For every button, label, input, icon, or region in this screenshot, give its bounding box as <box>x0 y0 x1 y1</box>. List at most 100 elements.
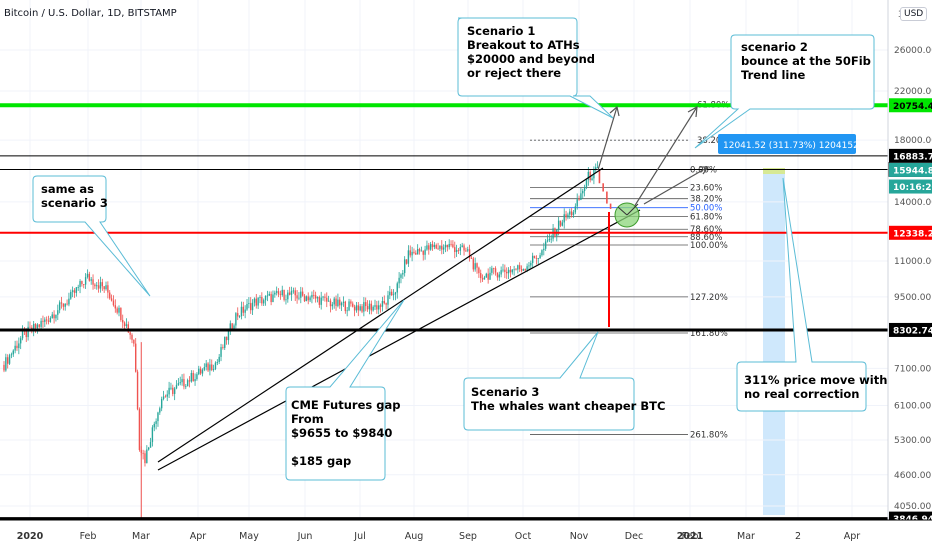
candle-body <box>396 283 398 293</box>
fib-label: 100.00% <box>690 241 728 251</box>
lower-trend-line <box>157 209 641 471</box>
candle-body <box>86 273 89 278</box>
candle-body <box>29 326 31 328</box>
candle-body <box>587 171 590 180</box>
price-label-bg <box>889 225 932 240</box>
candle-body <box>496 272 499 278</box>
candle-body <box>370 303 372 311</box>
candle-body <box>79 281 81 287</box>
candle-body <box>422 250 424 255</box>
candle-body <box>546 240 549 242</box>
candle-body <box>454 247 456 253</box>
callout-scenario3-left: same as scenario 3 <box>32 175 151 297</box>
candle-body <box>45 319 48 321</box>
candle-body <box>424 249 426 255</box>
candle-body <box>353 306 356 311</box>
candle-body <box>199 368 202 374</box>
callout-line: Breakout to ATHs <box>467 38 580 52</box>
candle-body <box>138 409 141 450</box>
projection-shade-top <box>763 168 785 174</box>
candle-body <box>463 245 465 251</box>
candle-body <box>5 357 7 371</box>
candle-body <box>431 244 434 248</box>
candle-body <box>340 302 343 306</box>
candle-body <box>253 298 256 303</box>
time-axis[interactable]: 2020 Feb Mar Apr May Jun Jul Aug Sep Oct Nov Dec 202… <box>17 531 861 542</box>
candle-body <box>60 302 63 304</box>
candle-body <box>90 279 92 281</box>
time-tick: 2020 <box>17 531 44 542</box>
candle-body <box>428 245 430 250</box>
candle-body <box>155 421 157 424</box>
candle-body <box>383 301 385 304</box>
candle-body <box>181 379 183 383</box>
candle-drop <box>598 170 601 184</box>
candle-body <box>270 293 272 303</box>
candle-body <box>49 317 52 322</box>
candle-body <box>398 277 400 284</box>
candle-body <box>361 306 363 312</box>
candle-body <box>242 306 244 313</box>
candle-body <box>153 423 155 428</box>
candle-body <box>211 364 213 370</box>
price-tick: 11000.00 <box>894 257 932 267</box>
candle-body <box>196 374 198 380</box>
candle-body <box>472 258 475 270</box>
candle-body <box>500 270 502 275</box>
candle-body <box>92 279 94 285</box>
candle-body <box>97 285 100 289</box>
candle-body <box>288 292 291 295</box>
candle-body <box>157 412 159 422</box>
candle-body <box>112 300 115 306</box>
candle-body <box>188 380 191 382</box>
candle-body <box>381 301 384 307</box>
callout-line: The whales want cheaper BTC <box>471 399 665 413</box>
candle-body <box>535 257 538 259</box>
candle-body <box>515 269 517 271</box>
candle-body <box>227 330 230 341</box>
candle-body <box>77 286 79 288</box>
candle-body <box>19 338 22 344</box>
candle-body <box>467 249 469 251</box>
candle-body <box>229 323 232 331</box>
callout-line: scenario 3 <box>41 196 108 210</box>
candle-body <box>352 303 354 307</box>
candle-body <box>268 293 270 296</box>
time-tick: Jul <box>353 531 365 542</box>
candle-body <box>448 243 450 248</box>
candle-body <box>487 273 489 280</box>
candle-body <box>166 394 168 397</box>
price-axis[interactable]: 3000026000.0022000.0018000.0014000.00110… <box>887 0 932 526</box>
candle-body <box>263 300 265 304</box>
candle-body <box>16 345 18 349</box>
candle-body <box>402 273 404 275</box>
callout-line: $9655 to $9840 <box>291 426 392 440</box>
currency-button[interactable]: USD <box>900 7 928 21</box>
candle-body <box>522 269 525 271</box>
fib-label: 38.20% <box>690 195 722 205</box>
candle-body <box>116 308 118 313</box>
candle-body <box>585 179 588 188</box>
time-tick: Sep <box>459 531 477 542</box>
candle-body <box>237 313 239 317</box>
candle-body <box>175 384 178 389</box>
candle-body <box>452 244 454 248</box>
candle-body <box>392 294 395 296</box>
candle-body <box>99 282 102 289</box>
candle-body <box>129 332 131 335</box>
candle-body <box>257 297 259 306</box>
candle-body <box>84 277 87 285</box>
candle-body <box>144 453 146 464</box>
price-label: 10:16:20 <box>893 183 932 193</box>
candle-body <box>7 357 9 364</box>
candle-body <box>147 447 150 450</box>
candle-body <box>476 263 478 268</box>
candle-body <box>251 302 254 311</box>
candle-body <box>261 296 263 304</box>
candle-body <box>125 324 128 327</box>
time-tick: Feb <box>682 531 699 542</box>
candle-body <box>224 336 226 348</box>
